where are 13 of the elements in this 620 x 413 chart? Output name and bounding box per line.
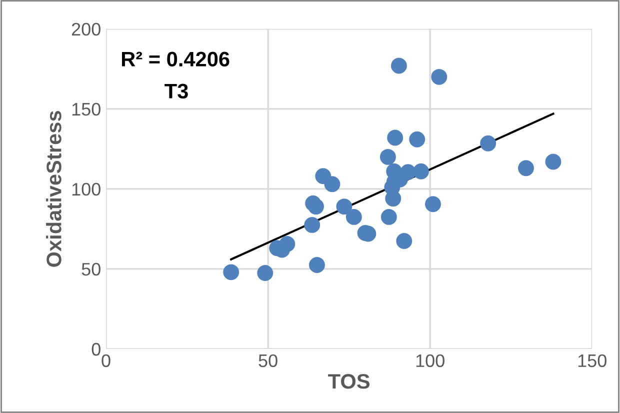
x-tick-label: 150 xyxy=(578,354,606,368)
annotation: T3 xyxy=(164,84,188,99)
x-axis-title: TOS xyxy=(328,374,370,389)
y-tick-label: 0 xyxy=(92,342,100,356)
x-tick-label: 100 xyxy=(416,354,444,368)
annotation: R² = 0.4206 xyxy=(122,52,230,67)
y-tick-label: 100 xyxy=(72,182,100,196)
y-tick-label: 200 xyxy=(72,22,100,36)
x-tick-label: 50 xyxy=(258,354,278,368)
y-axis-title: OxidativeStress xyxy=(46,111,62,267)
y-tick-label: 150 xyxy=(72,102,100,116)
x-tick-label: 0 xyxy=(102,354,110,368)
y-tick-label: 50 xyxy=(82,262,100,276)
